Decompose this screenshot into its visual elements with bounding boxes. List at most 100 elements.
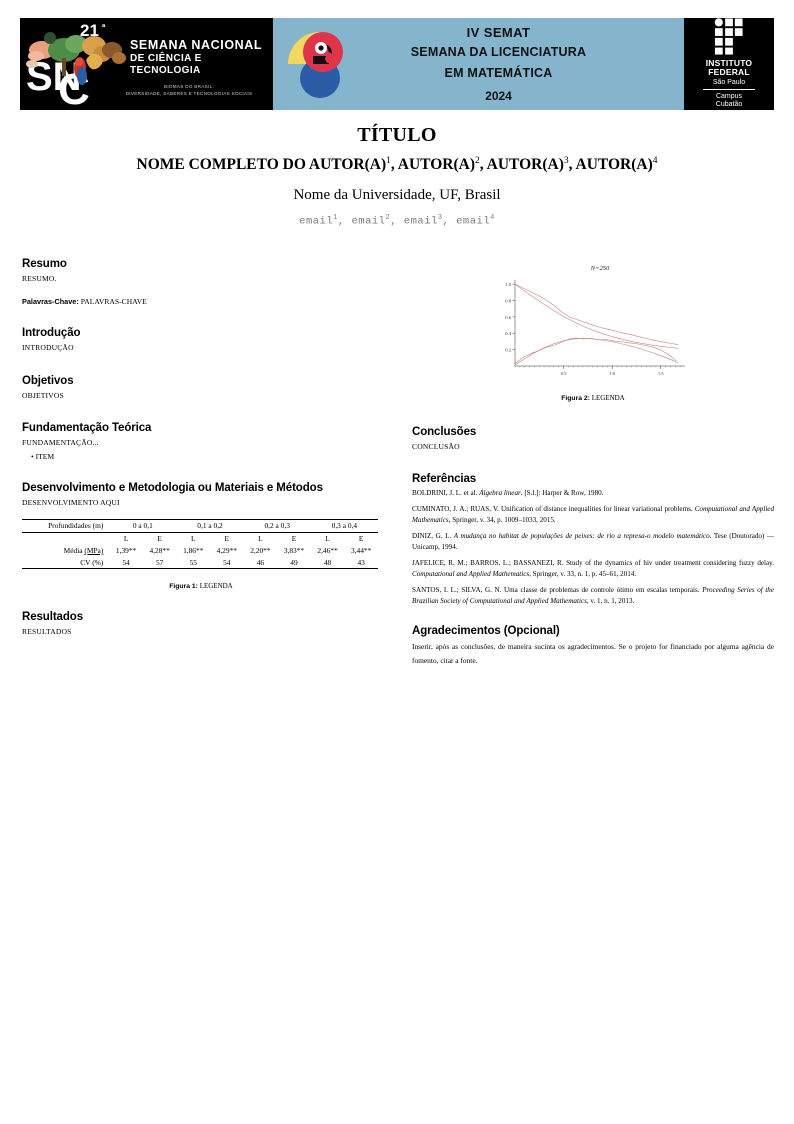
snct-title: SEMANA NACIONAL DE CIÊNCIA E TECNOLOGIA bbox=[130, 38, 272, 77]
table-row: CV (%) 54 57 55 54 46 49 48 43 bbox=[22, 556, 378, 569]
chart-series-survival-empirical bbox=[514, 283, 679, 345]
heading-resumo: Resumo bbox=[22, 258, 67, 270]
table-cell: 54 bbox=[122, 557, 130, 567]
table-subheader: E bbox=[358, 534, 364, 544]
snct-logo-panel: SN C 21 ª SEMANA NACIONAL DE CIÊNC bbox=[20, 18, 273, 110]
page-title: TÍTULO bbox=[357, 124, 437, 146]
table-subheader: L bbox=[190, 534, 196, 544]
table-cell: 49 bbox=[290, 557, 298, 567]
ifsp-name: INSTITUTO FEDERAL bbox=[705, 57, 753, 78]
ifsp-logo-panel: INSTITUTO FEDERAL São Paulo Campus Cubat… bbox=[684, 18, 774, 110]
email-2: email bbox=[351, 215, 386, 228]
heading-desenvolvimento: Desenvolvimento e Metodologia ou Materia… bbox=[22, 481, 323, 494]
ifsp-grid-icon bbox=[714, 18, 743, 55]
table-row: Média (MPa) 1,39** 4,28** 1,86** 4,29** 2,20*… bbox=[22, 545, 378, 557]
reference-entry: CUMINATO, J. A.; RUAS, V. Unification of… bbox=[412, 505, 774, 525]
ifsp-name2: FEDERAL bbox=[708, 67, 750, 78]
figure1-caption: Figura 1: LEGENDA bbox=[22, 582, 380, 590]
table-row-label: CV (%) bbox=[80, 557, 104, 567]
chart-ytick-label: 0.2 bbox=[505, 348, 511, 353]
results-table-wrap: Profundidades (m) 0 a 0,1 0,1 a 0,2 0,2 a 0… bbox=[22, 519, 380, 590]
table-depth-group: 0,2 a 0,3 bbox=[264, 521, 290, 531]
email-4: email bbox=[456, 215, 491, 228]
figure2-text: LEGENDA bbox=[591, 394, 625, 402]
table-cell: 1,39** bbox=[115, 545, 137, 555]
list-item-fundamentacao: • ITEM bbox=[31, 451, 55, 461]
table-cell: 2,46** bbox=[317, 545, 338, 555]
ifsp-state: São Paulo bbox=[712, 78, 746, 86]
table-cell: 4,28** bbox=[149, 545, 170, 555]
heading-fundamentacao: Fundamentação Teórica bbox=[22, 422, 152, 435]
heading-agradecimentos: Agradecimentos (Opcional) bbox=[412, 625, 560, 638]
reference-entry: BOLDRINI, J. L. et al. Álgebra linear. [… bbox=[412, 489, 604, 498]
reference-entry: JAFELICE, R. M.; BARROS, L.; BASSANEZI, … bbox=[412, 559, 774, 579]
author-2: AUTOR(A) bbox=[397, 156, 475, 174]
table-subheader: L bbox=[123, 534, 129, 544]
reference-entry: DINIZ, G. L. A mudança no habitat de pop… bbox=[412, 532, 774, 552]
body-conclusoes: CONCLUSÃO bbox=[412, 442, 460, 451]
list-item-label: ITEM bbox=[35, 451, 55, 461]
chart-xtick-label: 1.0 bbox=[609, 371, 615, 376]
ifsp-campus-name: Cubatão bbox=[715, 101, 743, 109]
svg-text:ª: ª bbox=[102, 22, 106, 32]
body-desenvolvimento: DESENVOLVIMENTO AQUI bbox=[22, 497, 120, 507]
table-subheader: E bbox=[157, 534, 162, 544]
chart-title: N=250 bbox=[590, 265, 610, 272]
ifsp-name1: INSTITUTO bbox=[705, 57, 753, 68]
figure1-label: Figura 1: bbox=[169, 583, 198, 591]
reference-entry: SANTOS, I. L.; SILVA, G. N. Uma classe d… bbox=[412, 586, 774, 606]
table-header-label: Profundidades (m) bbox=[48, 521, 104, 531]
keywords-line: Palavras-Chave: PALAVRAS-CHAVE bbox=[22, 297, 380, 306]
ifsp-divider bbox=[703, 88, 755, 90]
chart-ytick-label: 0.4 bbox=[505, 331, 511, 336]
table-cell: 1,86** bbox=[183, 545, 204, 555]
results-table: Profundidades (m) 0 a 0,1 0,1 a 0,2 0,2 a 0… bbox=[22, 519, 378, 569]
table-cell: 48 bbox=[323, 557, 332, 567]
email-line: email1, email2, email3, email4 bbox=[299, 214, 495, 228]
reference-list: BOLDRINI, J. L. et al. Álgebra linear. [… bbox=[412, 488, 774, 607]
table-depth-group: 0,1 a 0,2 bbox=[197, 521, 223, 531]
chart-series-survival-smooth bbox=[514, 283, 679, 349]
affiliation: Nome da Universidade, UF, Brasil bbox=[293, 187, 501, 204]
table-cell: 46 bbox=[256, 557, 265, 567]
author-4: AUTOR(A) bbox=[575, 156, 653, 174]
table-depth-group: 0 a 0,1 bbox=[132, 521, 153, 531]
chart-xtick-label: 1.5 bbox=[658, 371, 664, 376]
figure2-label: Figura 2: bbox=[561, 395, 590, 402]
snct-illustration: SN C 21 ª bbox=[26, 21, 126, 108]
figure2-chart: N=250 0.2 0.4 0.6 0.8 1.0 0.5 1.0 1.5 bbox=[505, 265, 685, 376]
ifsp-campus: Campus Cubatão bbox=[716, 93, 742, 111]
snct-line1: SEMANA NACIONAL bbox=[130, 38, 263, 52]
chart-series-hazard-smooth bbox=[514, 338, 679, 366]
body-introducao: INTRODUÇÃO bbox=[22, 343, 74, 353]
author-3: AUTOR(A) bbox=[486, 156, 564, 174]
right-column: N=250 0.2 0.4 0.6 0.8 1.0 0.5 1.0 1.5 Figura 2: … bbox=[412, 258, 774, 667]
table-subheader: L bbox=[325, 534, 330, 544]
table-cell: 43 bbox=[357, 557, 365, 567]
table-row-label: Média (MPa) bbox=[63, 545, 104, 555]
chart-ytick-label: 0.8 bbox=[505, 298, 511, 303]
email-3: email bbox=[403, 215, 438, 228]
keywords-label: Palavras-Chave: bbox=[22, 297, 79, 307]
table-cell: 2,20** bbox=[250, 545, 271, 555]
table-cell: 3,44** bbox=[351, 545, 372, 555]
semat-line1: IV SEMAT bbox=[466, 25, 531, 41]
ifsp-campus-label: Campus bbox=[715, 92, 743, 100]
table-row: Profundidades (m) 0 a 0,1 0,1 a 0,2 0,2 a 0… bbox=[22, 519, 378, 532]
semat-line2: SEMANA DA LICENCIATURA bbox=[410, 45, 587, 60]
table-subheader: E bbox=[291, 534, 297, 544]
table-subheader: L bbox=[258, 534, 263, 544]
chart-ytick-label: 1.0 bbox=[505, 282, 511, 287]
body-agradecimentos: Inserir, após as conclusões, de maneira … bbox=[412, 642, 774, 665]
parrot-logo-icon bbox=[286, 30, 343, 98]
table-cell: 4,29** bbox=[216, 545, 237, 555]
chart-xtick-label: 0.5 bbox=[561, 371, 567, 376]
snct-line2: DE CIÊNCIA E TECNOLOGIA bbox=[130, 53, 202, 77]
keywords-value: PALAVRAS-CHAVE bbox=[80, 297, 147, 307]
body-resultados: RESULTADOS bbox=[22, 627, 72, 637]
email-1: email bbox=[299, 215, 334, 228]
chart-series-hazard-empirical bbox=[514, 337, 677, 364]
table-cell: 57 bbox=[155, 557, 164, 567]
semat-line3: EM MATEMÁTICA bbox=[444, 66, 553, 80]
